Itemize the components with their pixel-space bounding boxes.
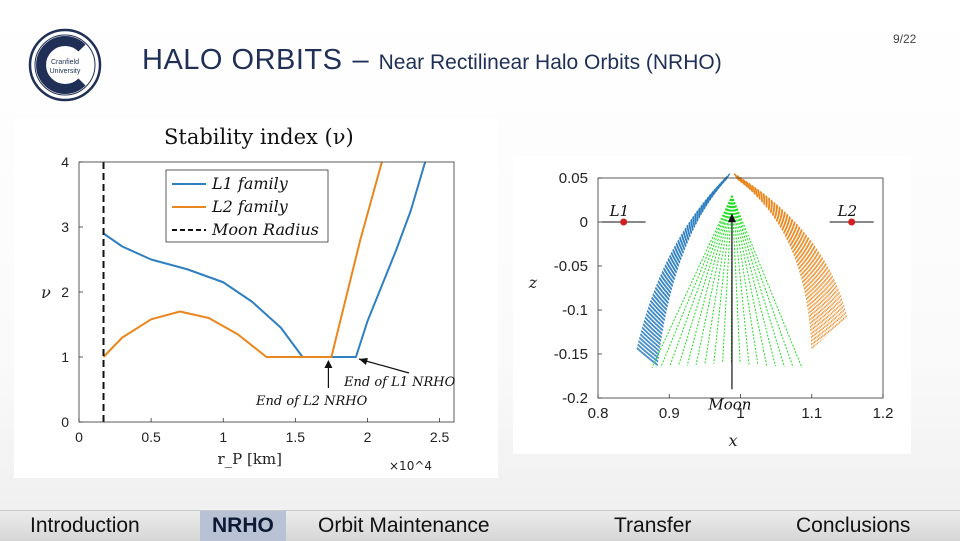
orbit-l1 [653,178,727,365]
title-dash: – [352,44,369,76]
y-tick-label: 2 [61,284,69,300]
orbit-l1 [652,178,728,365]
lagrange-label-l1: L1 [609,202,630,220]
nav-item-nrho[interactable]: NRHO [200,511,286,541]
y-axis-label: z [528,273,538,292]
y-tick-label: 0 [61,414,69,430]
orbit-moon-near [713,195,733,364]
x-multiplier: ×10^4 [389,459,432,473]
orbit-l2 [734,173,844,323]
orbit-l1 [651,177,728,364]
x-tick-label: 0.8 [588,405,609,422]
annotation-end-l2-nrho: End of L2 NRHO [255,394,368,409]
plot-frame [597,177,884,399]
y-tick-label: 4 [61,154,69,170]
y-tick-label: 1 [61,349,69,365]
orbit-moon-near [669,195,733,367]
orbit-moon-near [731,195,768,366]
orbit-moon-near [695,195,733,365]
y-tick-label: 0 [580,214,588,231]
orbit-moon-near [704,195,733,365]
x-tick-label: 0.9 [659,405,680,422]
title-main: HALO ORBITS [142,44,343,76]
y-tick-label: -0.05 [554,258,588,275]
slide-title: HALO ORBITS – Near Rectilinear Halo Orbits… [142,44,722,77]
orbit-l2 [737,178,816,347]
x-axis-label: r_P [km] [217,450,282,468]
x-tick-label: 0 [75,429,83,445]
orbit-l2 [734,174,838,328]
annotation-end-l1-nrho: End of L1 NRHO [343,375,456,390]
orbit-l1 [656,179,727,368]
chart-title: Stability index (ν) [164,125,354,149]
orbit-moon-near [677,195,733,367]
y-tick-label: -0.2 [562,390,588,407]
title-subtitle: Near Rectilinear Halo Orbits (NRHO) [378,51,722,74]
orbit-l2 [737,178,814,348]
orbit-l2 [735,175,834,331]
x-tick-label: 1 [736,405,744,422]
stability-index-chart: Stability index (ν) 0 0.5 1 1.5 2 2.5 0 1 2 3 4 r_… [14,118,498,478]
nav-item-conclusions[interactable]: Conclusions [796,514,911,537]
y-tick-label: 3 [61,219,69,235]
moon-arrowhead [727,213,736,223]
orbit-l1 [650,177,728,363]
plot-background [513,156,911,454]
page-number: 9/22 [893,32,917,46]
y-tick-label: -0.15 [554,346,588,363]
svg-text:University: University [50,68,81,75]
series-l2-family [102,161,383,358]
orbit-l2 [734,174,840,327]
x-tick-label: 2 [364,429,372,445]
lagrange-point-l2 [848,218,856,226]
y-tick-label: 0.05 [559,170,588,187]
orbit-moon-near [731,195,785,367]
legend-entry-l1: L1 family [211,174,289,193]
orbit-moon-near [651,195,733,369]
x-axis-label: x [728,431,737,450]
orbit-l2 [734,174,841,325]
plot-frame [78,161,455,423]
orbit-moon-near [731,195,750,365]
y-tick-label: -0.1 [562,302,588,319]
y-axis-label: ν [41,283,51,302]
svg-text:Cranfield: Cranfield [51,59,79,66]
lagrange-point-l1 [620,218,628,226]
orbit-l1 [654,178,727,366]
orbit-moon-near [660,195,733,368]
orbit-moon-near [731,195,776,367]
orbit-l1 [655,179,727,367]
x-tick-label: 1.1 [801,405,822,422]
legend: L1 family L2 family Moon Radius [165,169,329,243]
orbit-moon-near [731,195,741,364]
cranfield-logo: Cranfield University [28,28,102,102]
x-tick-label: 2.5 [430,429,450,445]
orbit-moon-near [731,195,803,368]
annotation-arrowhead-l1 [358,358,368,365]
nav-item-introduction[interactable]: Introduction [30,514,140,537]
legend-entry-moon: Moon Radius [211,220,319,239]
section-navigation: Introduction NRHO Orbit Maintenance Tran… [0,510,960,541]
x-tick-label: 1.2 [873,405,894,422]
x-tick-label: 1.5 [286,429,306,445]
orbit-moon-near [731,195,759,365]
lagrange-label-l2: L2 [837,202,858,220]
moon-label: Moon [707,395,751,413]
nav-item-orbit-maintenance[interactable]: Orbit Maintenance [318,514,490,537]
legend-entry-l2: L2 family [211,197,289,216]
annotation-arrow-l1 [358,358,410,374]
orbit-l2 [735,175,835,330]
x-tick-label: 0.5 [141,429,161,445]
orbit-l2 [734,175,837,329]
orbit-moon-near [686,195,733,366]
x-tick-label: 1 [219,429,227,445]
orbit-moon-near [731,195,794,368]
nav-item-transfer[interactable]: Transfer [614,514,692,537]
orbit-l1 [654,178,727,367]
orbit-l2 [735,175,833,333]
orbit-families-plot: 0.8 0.9 1 1.1 1.2 0.05 0 -0.05 -0.1 -0.15 -0.2 x z… [513,156,911,454]
annotation-arrowhead-l2 [324,360,333,368]
